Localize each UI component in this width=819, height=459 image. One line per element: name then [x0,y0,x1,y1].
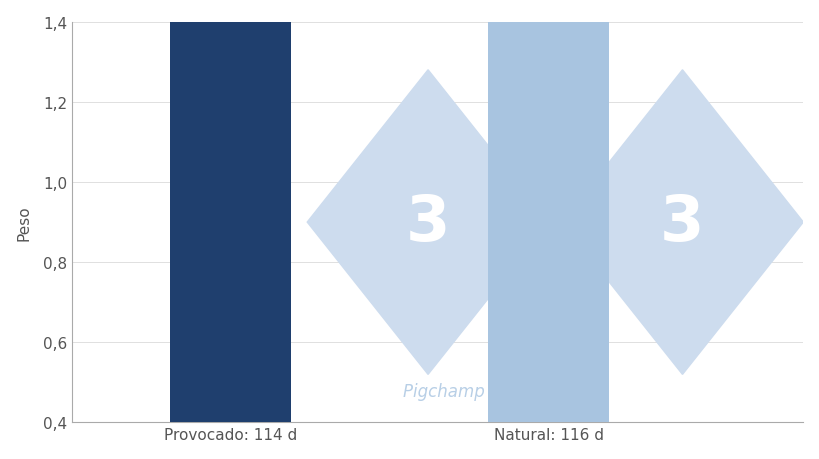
Y-axis label: Peso: Peso [16,205,32,241]
Text: Pigchamp Pro: Pigchamp Pro [402,383,516,401]
Polygon shape [307,71,548,375]
Text: 3: 3 [405,192,450,253]
Polygon shape [561,71,803,375]
Text: 3: 3 [659,192,704,253]
Bar [170,5,291,423]
Bar [488,0,609,423]
